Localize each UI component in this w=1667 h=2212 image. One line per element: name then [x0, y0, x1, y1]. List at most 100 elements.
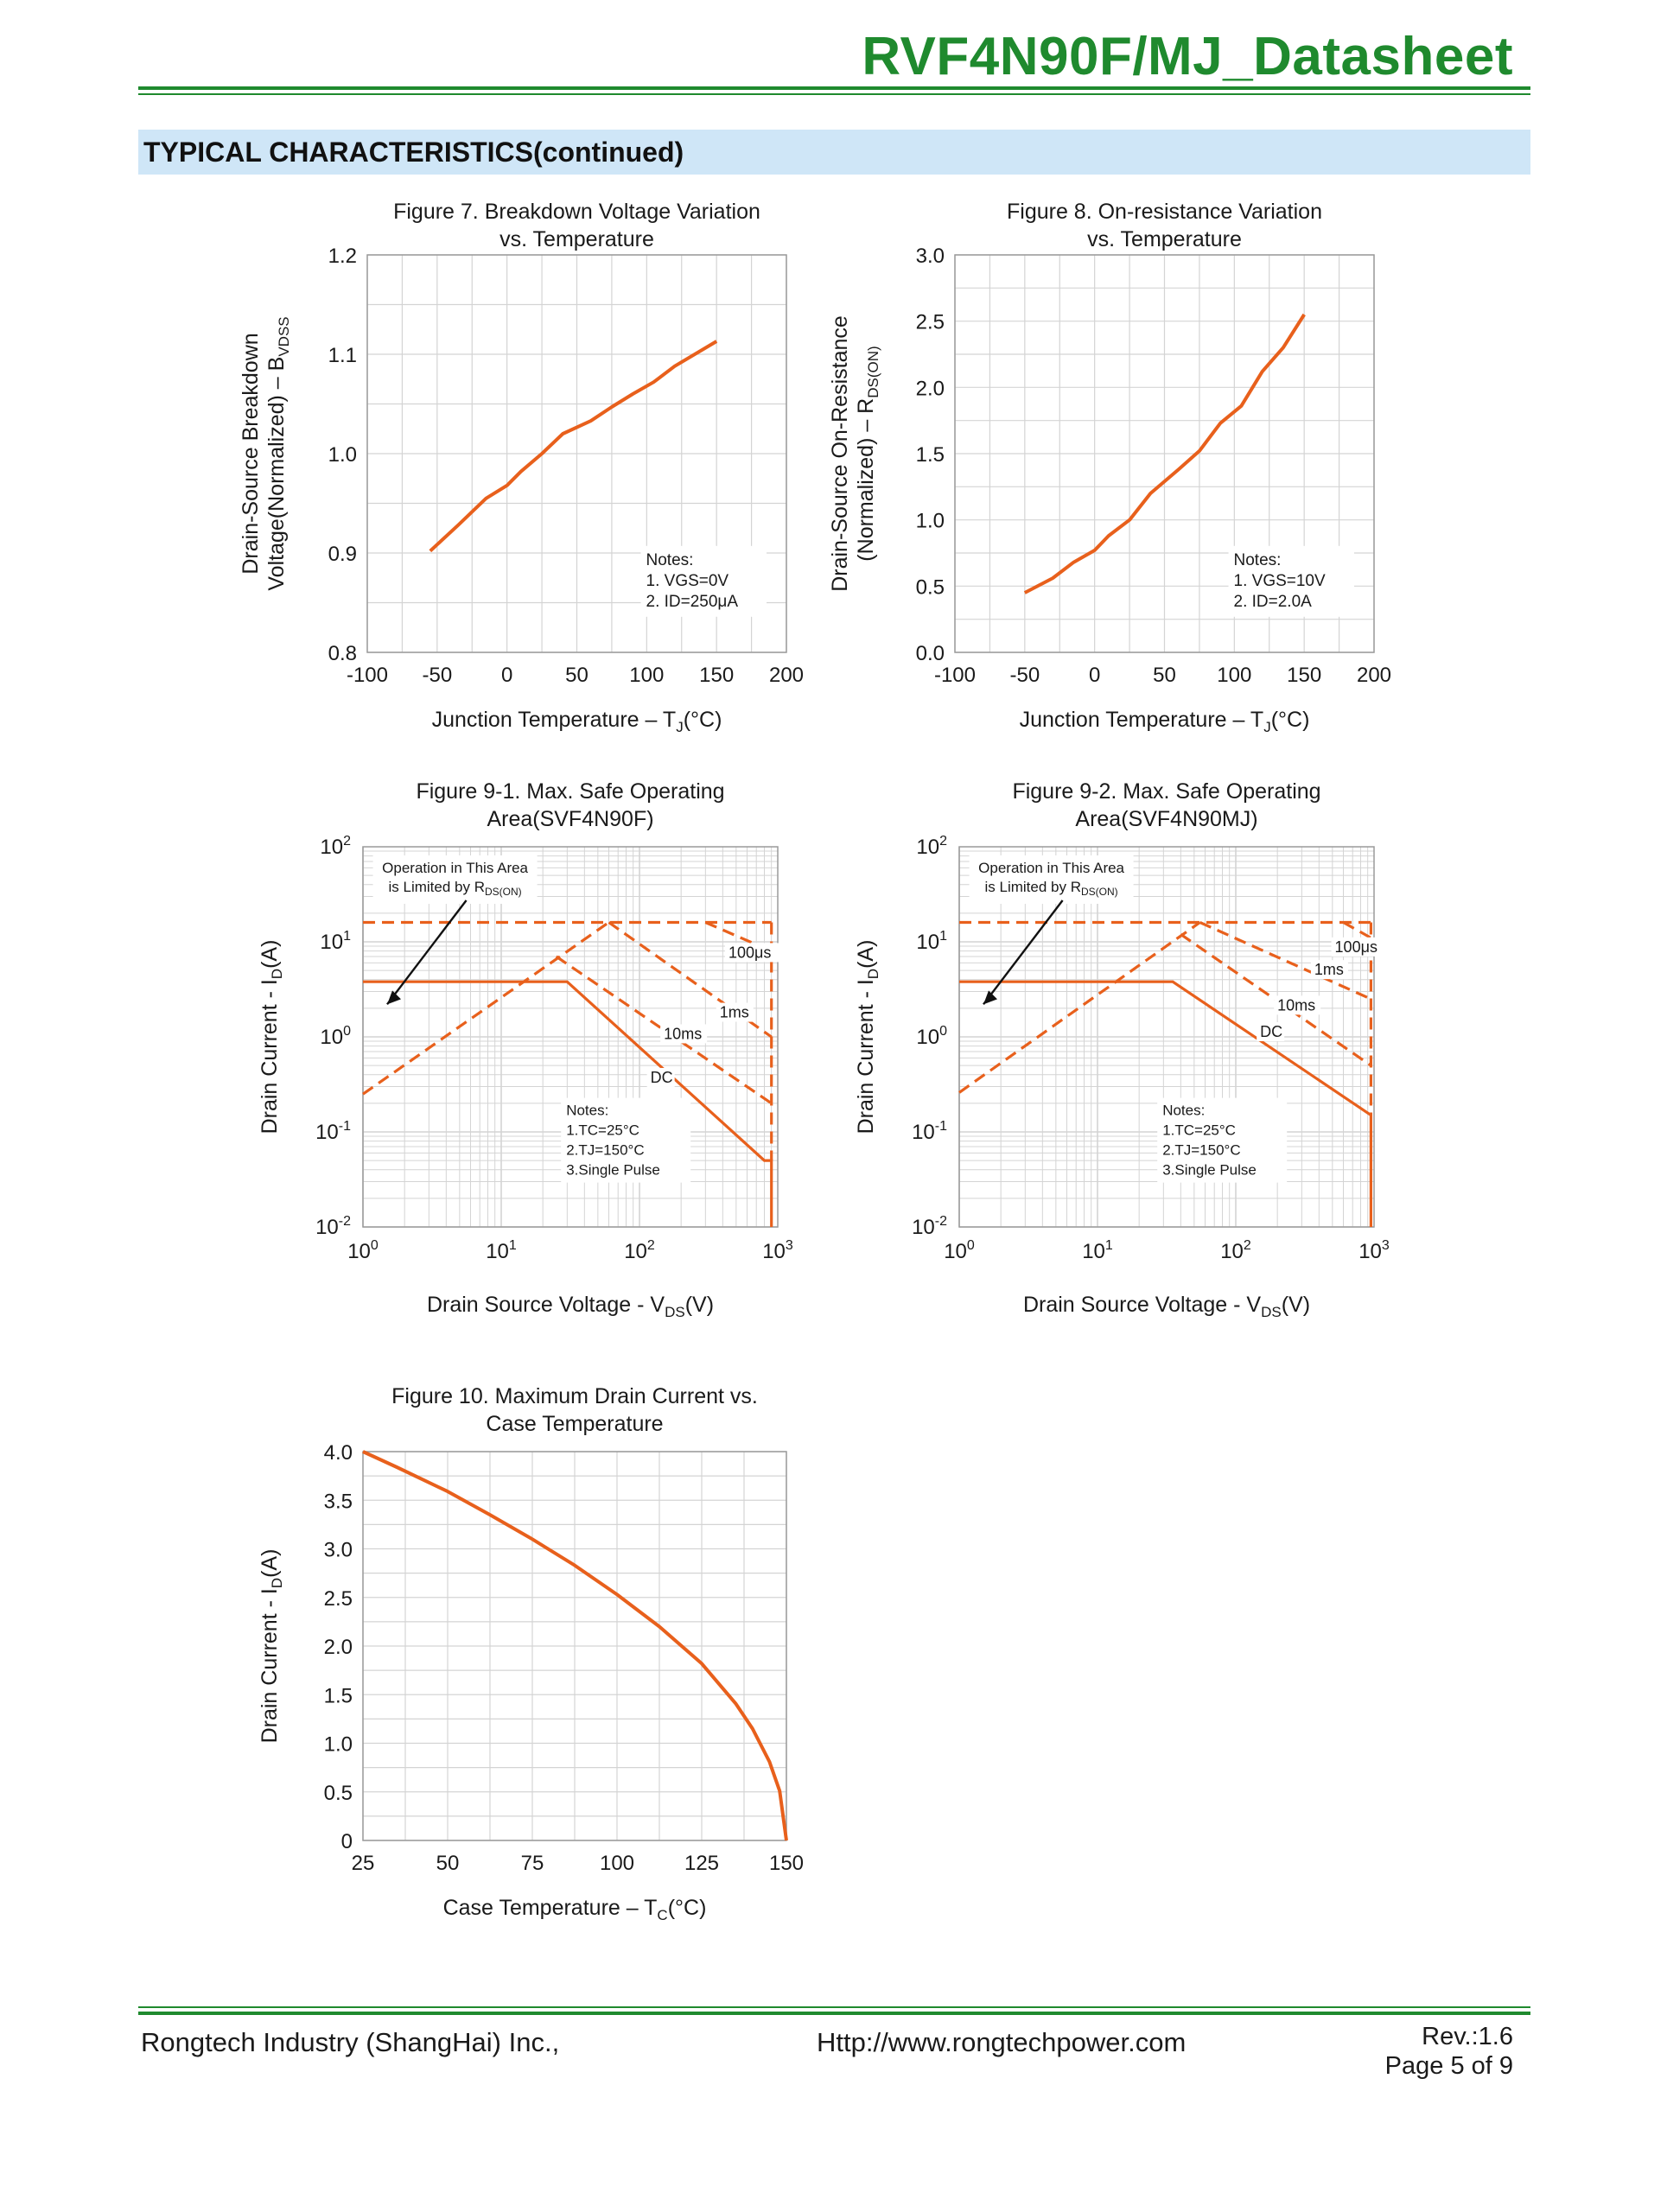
x-tick-base: 10	[1082, 1240, 1105, 1263]
fig10-svg: Figure 10. Maximum Drain Current vs. Case…	[258, 1384, 804, 1923]
x-tick-label: 150	[769, 1852, 804, 1875]
y-axis-label-line2: (Normalized) – RDS(ON)	[854, 346, 881, 561]
x-tick-label: -100	[934, 664, 976, 687]
y-tick-base: 10	[320, 1026, 343, 1049]
y-tick-label: 0.8	[328, 642, 357, 665]
figure-9-1-chart: Figure 9-1. Max. Safe Operating Area(SVF4…	[251, 778, 821, 1331]
curve-label-background	[724, 943, 781, 963]
y-tick-label: 0.5	[916, 575, 945, 599]
x-tick-label: 50	[1153, 664, 1176, 687]
y-axis-label: Drain Current - ID(A)	[258, 1549, 285, 1744]
notes-line: 2.TJ=150°C	[566, 1142, 644, 1159]
x-tick-exponent: 2	[647, 1238, 655, 1253]
x-tick-label: 102	[624, 1238, 655, 1263]
curve-label-background	[646, 1067, 675, 1087]
y-tick-label: 2.0	[324, 1636, 353, 1659]
y-axis-label-sub: D	[865, 969, 881, 979]
plot-frame	[366, 254, 787, 653]
y-axis-label-sub: VDSS	[276, 316, 292, 356]
y-tick-exponent: 0	[343, 1024, 351, 1039]
y-axis-label-line1: Drain-Source On-Resistance	[830, 315, 852, 592]
curve-label-background	[660, 1024, 708, 1044]
notes-line: 3.Single Pulse	[1162, 1162, 1257, 1179]
y-tick-base: 10	[916, 1026, 939, 1049]
y-tick-label: 2.5	[916, 311, 945, 334]
data-curve	[1023, 313, 1306, 594]
x-axis-label-text: Junction Temperature – T	[1020, 708, 1264, 732]
notes-line: Notes:	[646, 551, 694, 569]
notes-line: Notes:	[566, 1103, 608, 1119]
curve-label-background	[1257, 1022, 1285, 1041]
y-tick-base: 10	[320, 931, 343, 954]
x-tick-label: 100	[347, 1238, 379, 1263]
plot-frame	[362, 1451, 787, 1841]
notes-line: 2.TJ=150°C	[1162, 1142, 1240, 1159]
notes-line: 2. ID=250μA	[646, 593, 739, 611]
x-axis-label-post: (°C)	[1271, 708, 1310, 732]
footer-rule-thin	[138, 2006, 1530, 2008]
notes-line: 1.TC=25°C	[566, 1122, 639, 1139]
annotation-line: is Limited by RDS(ON)	[389, 879, 522, 898]
x-axis-label-text: Drain Source Voltage - V	[427, 1293, 665, 1317]
x-tick-label: 25	[352, 1852, 375, 1875]
y-tick-exponent: -1	[935, 1119, 947, 1134]
y-tick-exponent: -2	[935, 1214, 947, 1229]
y-tick-base: 10	[912, 1216, 935, 1239]
x-tick-base: 10	[944, 1240, 967, 1263]
x-axis-label: Drain Source Voltage - VDS(V)	[427, 1293, 714, 1320]
x-axis-label-post: (V)	[685, 1293, 714, 1317]
annotation-line: is Limited by RDS(ON)	[985, 879, 1118, 898]
y-axis-label: Drain Current - ID(A)	[258, 940, 285, 1135]
x-axis-label-text: Drain Source Voltage - V	[1023, 1293, 1261, 1317]
curve-label: 1ms	[1314, 961, 1344, 978]
curve-label-background	[1331, 937, 1388, 957]
x-tick-label: 100	[944, 1238, 975, 1263]
data-curve	[362, 1450, 788, 1841]
x-tick-label: 200	[1357, 664, 1391, 687]
annotation-background	[372, 855, 538, 904]
y-axis-label-sub: DS(ON)	[865, 346, 881, 397]
notes-background	[640, 545, 767, 617]
footer-url-link[interactable]: Http://www.rongtechpower.com	[817, 2027, 1187, 2057]
annotation-text: is Limited by R	[389, 879, 485, 895]
x-tick-label: 0	[1089, 664, 1100, 687]
plot-frame	[362, 846, 779, 1228]
fig7-svg: Figure 7. Breakdown Voltage Variation vs.…	[239, 200, 804, 735]
y-tick-label: 1.0	[916, 510, 945, 533]
notes-line: 1. VGS=0V	[646, 572, 729, 590]
chart-title-line: Figure 9-2. Max. Safe Operating	[1012, 779, 1320, 804]
curve-label: 10ms	[1277, 996, 1315, 1014]
y-tick-label: 1.0	[328, 443, 357, 467]
y-tick-label: 101	[916, 929, 947, 954]
annotation-arrow-head	[983, 990, 997, 1005]
data-curve	[429, 340, 718, 553]
document-title: RVF4N90F/MJ_Datasheet	[862, 27, 1513, 86]
x-tick-exponent: 0	[371, 1238, 379, 1253]
notes-line: Notes:	[1162, 1103, 1205, 1119]
notes-background	[1228, 545, 1355, 617]
x-tick-label: 100	[1217, 664, 1251, 687]
x-tick-label: 101	[486, 1238, 517, 1263]
fig9-1-svg: Figure 9-1. Max. Safe Operating Area(SVF4…	[258, 779, 793, 1320]
x-tick-exponent: 3	[1382, 1238, 1390, 1253]
notes-line: 1. VGS=10V	[1234, 572, 1326, 590]
footer-revision: Rev.:1.6	[1422, 2023, 1513, 2050]
x-tick-label: 50	[436, 1852, 460, 1875]
annotation-arrow-line	[386, 899, 468, 1006]
plot-frame	[958, 846, 1375, 1228]
section-title: TYPICAL CHARACTERISTICS(continued)	[143, 137, 684, 168]
y-tick-base: 10	[315, 1216, 339, 1239]
figure-7-chart: Figure 7. Breakdown Voltage Variation vs.…	[233, 194, 821, 747]
chart-title-line: Figure 9-1. Max. Safe Operating	[416, 779, 724, 804]
curve-label: 10ms	[664, 1025, 702, 1042]
y-tick-base: 10	[320, 836, 343, 859]
x-tick-base: 10	[486, 1240, 509, 1263]
x-tick-base: 10	[347, 1240, 371, 1263]
chart-title-line: Figure 10. Maximum Drain Current vs.	[391, 1384, 758, 1408]
x-tick-label: 100	[629, 664, 664, 687]
footer-company: Rongtech Industry (ShangHai) Inc.,	[141, 2027, 560, 2057]
y-axis-label-text: Drain Current - I	[258, 1588, 282, 1743]
y-tick-label: 102	[320, 834, 351, 859]
y-axis-label-sub: D	[269, 1578, 285, 1588]
x-tick-label: 125	[684, 1852, 719, 1875]
